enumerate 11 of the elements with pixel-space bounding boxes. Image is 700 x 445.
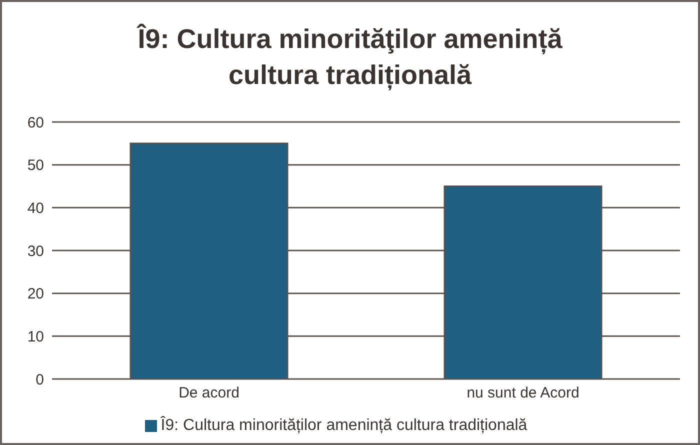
y-tick-label: 60 <box>27 114 44 132</box>
y-tick-label: 50 <box>27 157 44 174</box>
chart-title: Î9: Cultura minorităţilor amenință cultura tradițională <box>136 22 564 92</box>
x-tick-label: nu sunt de Acord <box>466 384 580 402</box>
x-tick-label: De acord <box>178 384 240 402</box>
y-tick-label: 20 <box>27 286 44 303</box>
y-tick-label: 30 <box>27 242 44 260</box>
legend-label: Î9: Cultura minorităților amenință cultura tradițională <box>160 417 528 434</box>
y-tick-label: 40 <box>27 200 44 217</box>
y-tick-label: 0 <box>36 371 44 388</box>
y-tick-label: 10 <box>27 328 44 346</box>
